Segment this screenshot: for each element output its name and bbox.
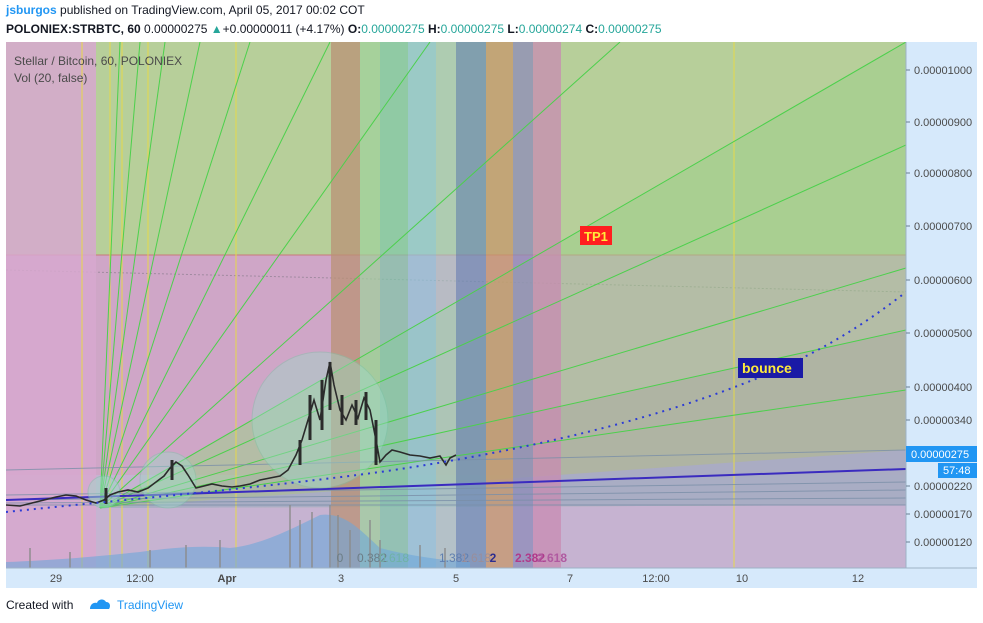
open-value: 0.00000275 <box>361 22 425 36</box>
price-tick-label: 0.00000800 <box>914 168 972 180</box>
low-fan-lines <box>6 449 906 506</box>
symbol-line: POLONIEX:STRBTC, 60 0.00000275 ▲+0.00000… <box>6 22 662 36</box>
candle-wicks <box>104 362 378 504</box>
chart-legend-title: Stellar / Bitcoin, 60, POLONIEX <box>14 54 182 68</box>
low-value: 0.00000274 <box>518 22 583 36</box>
countdown-label: 57:48 <box>943 465 971 477</box>
close-label: C: <box>585 22 599 36</box>
publish-line: jsburgos published on TradingView.com, A… <box>6 3 365 17</box>
price-tick-label: 0.00001000 <box>914 65 972 77</box>
last-price-badge <box>906 446 977 462</box>
gann-fan-lines <box>99 42 906 509</box>
time-zone <box>360 42 380 568</box>
time-tick-label: 10 <box>736 573 748 585</box>
footer: Created with TradingView <box>0 588 983 623</box>
fib-time-label: 2 <box>490 551 497 565</box>
tradingview-link[interactable]: TradingView <box>117 598 184 612</box>
time-tick-label: 12 <box>852 573 864 585</box>
current-price: 0.00000275 <box>144 22 208 36</box>
time-tick-label: 29 <box>50 573 62 585</box>
created-with-text: Created with <box>6 598 74 612</box>
fib-time-label: 0.382 <box>357 551 387 565</box>
up-arrow-icon: ▲ <box>210 22 223 36</box>
bounce-label: bounce <box>742 360 792 376</box>
time-zone <box>380 42 408 568</box>
tp1-label: TP1 <box>584 229 608 244</box>
volume-area <box>6 514 470 568</box>
highlight-circle <box>87 475 121 509</box>
open-label: O: <box>347 22 362 36</box>
low-label: L: <box>507 22 519 36</box>
time-tick-label: Apr <box>218 573 238 585</box>
price-tick-label: 0.00000700 <box>914 221 972 233</box>
price-tick-label: 0.00000170 <box>914 509 972 521</box>
time-tick-label: 12:00 <box>126 573 154 585</box>
volume-legend: Vol (20, false) <box>14 71 87 85</box>
time-tick-label: 12:00 <box>642 573 670 585</box>
countdown-badge <box>938 463 977 478</box>
time-tick-label: 3 <box>338 573 344 585</box>
price-change: +0.00000011 (+4.17%) <box>222 22 345 36</box>
high-label: H: <box>427 22 441 36</box>
time-zone <box>533 42 561 568</box>
tp1-marker <box>580 226 612 245</box>
time-tick-label: 5 <box>453 573 459 585</box>
price-tick-label: 0.00000600 <box>914 275 972 287</box>
fib-time-label: 1.382 <box>439 551 469 565</box>
author-link[interactable]: jsburgos <box>6 3 57 17</box>
price-tick-label: 0.00000500 <box>914 328 972 340</box>
time-axis-ticks: 29 12:00 Apr 3 5 7 12:00 10 12 <box>50 573 864 585</box>
price-tick-label: 0.00000340 <box>914 415 972 427</box>
time-zone <box>331 42 360 568</box>
price-tick-label: 0.00000400 <box>914 382 972 394</box>
time-zone <box>456 42 486 568</box>
price-tick-label: 0.00000220 <box>914 481 972 493</box>
fib-time-label: 0 <box>337 551 344 565</box>
price-tick-label: 0.00000900 <box>914 117 972 129</box>
price-axis[interactable] <box>906 42 977 568</box>
volume-bars <box>29 505 446 568</box>
highlight-circle <box>139 451 197 509</box>
fib-time-label: 0.618 <box>379 551 409 565</box>
fib-band-left <box>6 42 96 568</box>
time-axis[interactable] <box>6 568 977 588</box>
last-price-label: 0.00000275 <box>911 449 969 461</box>
high-value: 0.00000275 <box>440 22 505 36</box>
price-tick-label: 0.00000120 <box>914 537 972 549</box>
bounce-marker <box>738 358 803 378</box>
time-zone <box>436 42 456 568</box>
close-value: 0.00000275 <box>598 22 662 36</box>
fib-time-label: 2.618 <box>537 551 567 565</box>
time-zone <box>408 42 436 568</box>
trend-line <box>6 468 906 501</box>
fib-time-label: 1.618 <box>461 551 491 565</box>
time-zone <box>513 42 533 568</box>
publish-info: published on TradingView.com, April 05, … <box>60 3 365 17</box>
chart-header: jsburgos published on TradingView.com, A… <box>0 0 983 40</box>
fib-time-label: 2.382 <box>515 551 545 565</box>
symbol-name[interactable]: POLONIEX:STRBTC, 60 <box>6 22 141 36</box>
time-tick-label: 7 <box>567 573 573 585</box>
tradingview-logo-icon <box>90 599 110 609</box>
time-zone <box>486 42 513 568</box>
price-axis-ticks: 0.00001000 0.00000900 0.00000800 0.00000700… <box>906 65 972 549</box>
